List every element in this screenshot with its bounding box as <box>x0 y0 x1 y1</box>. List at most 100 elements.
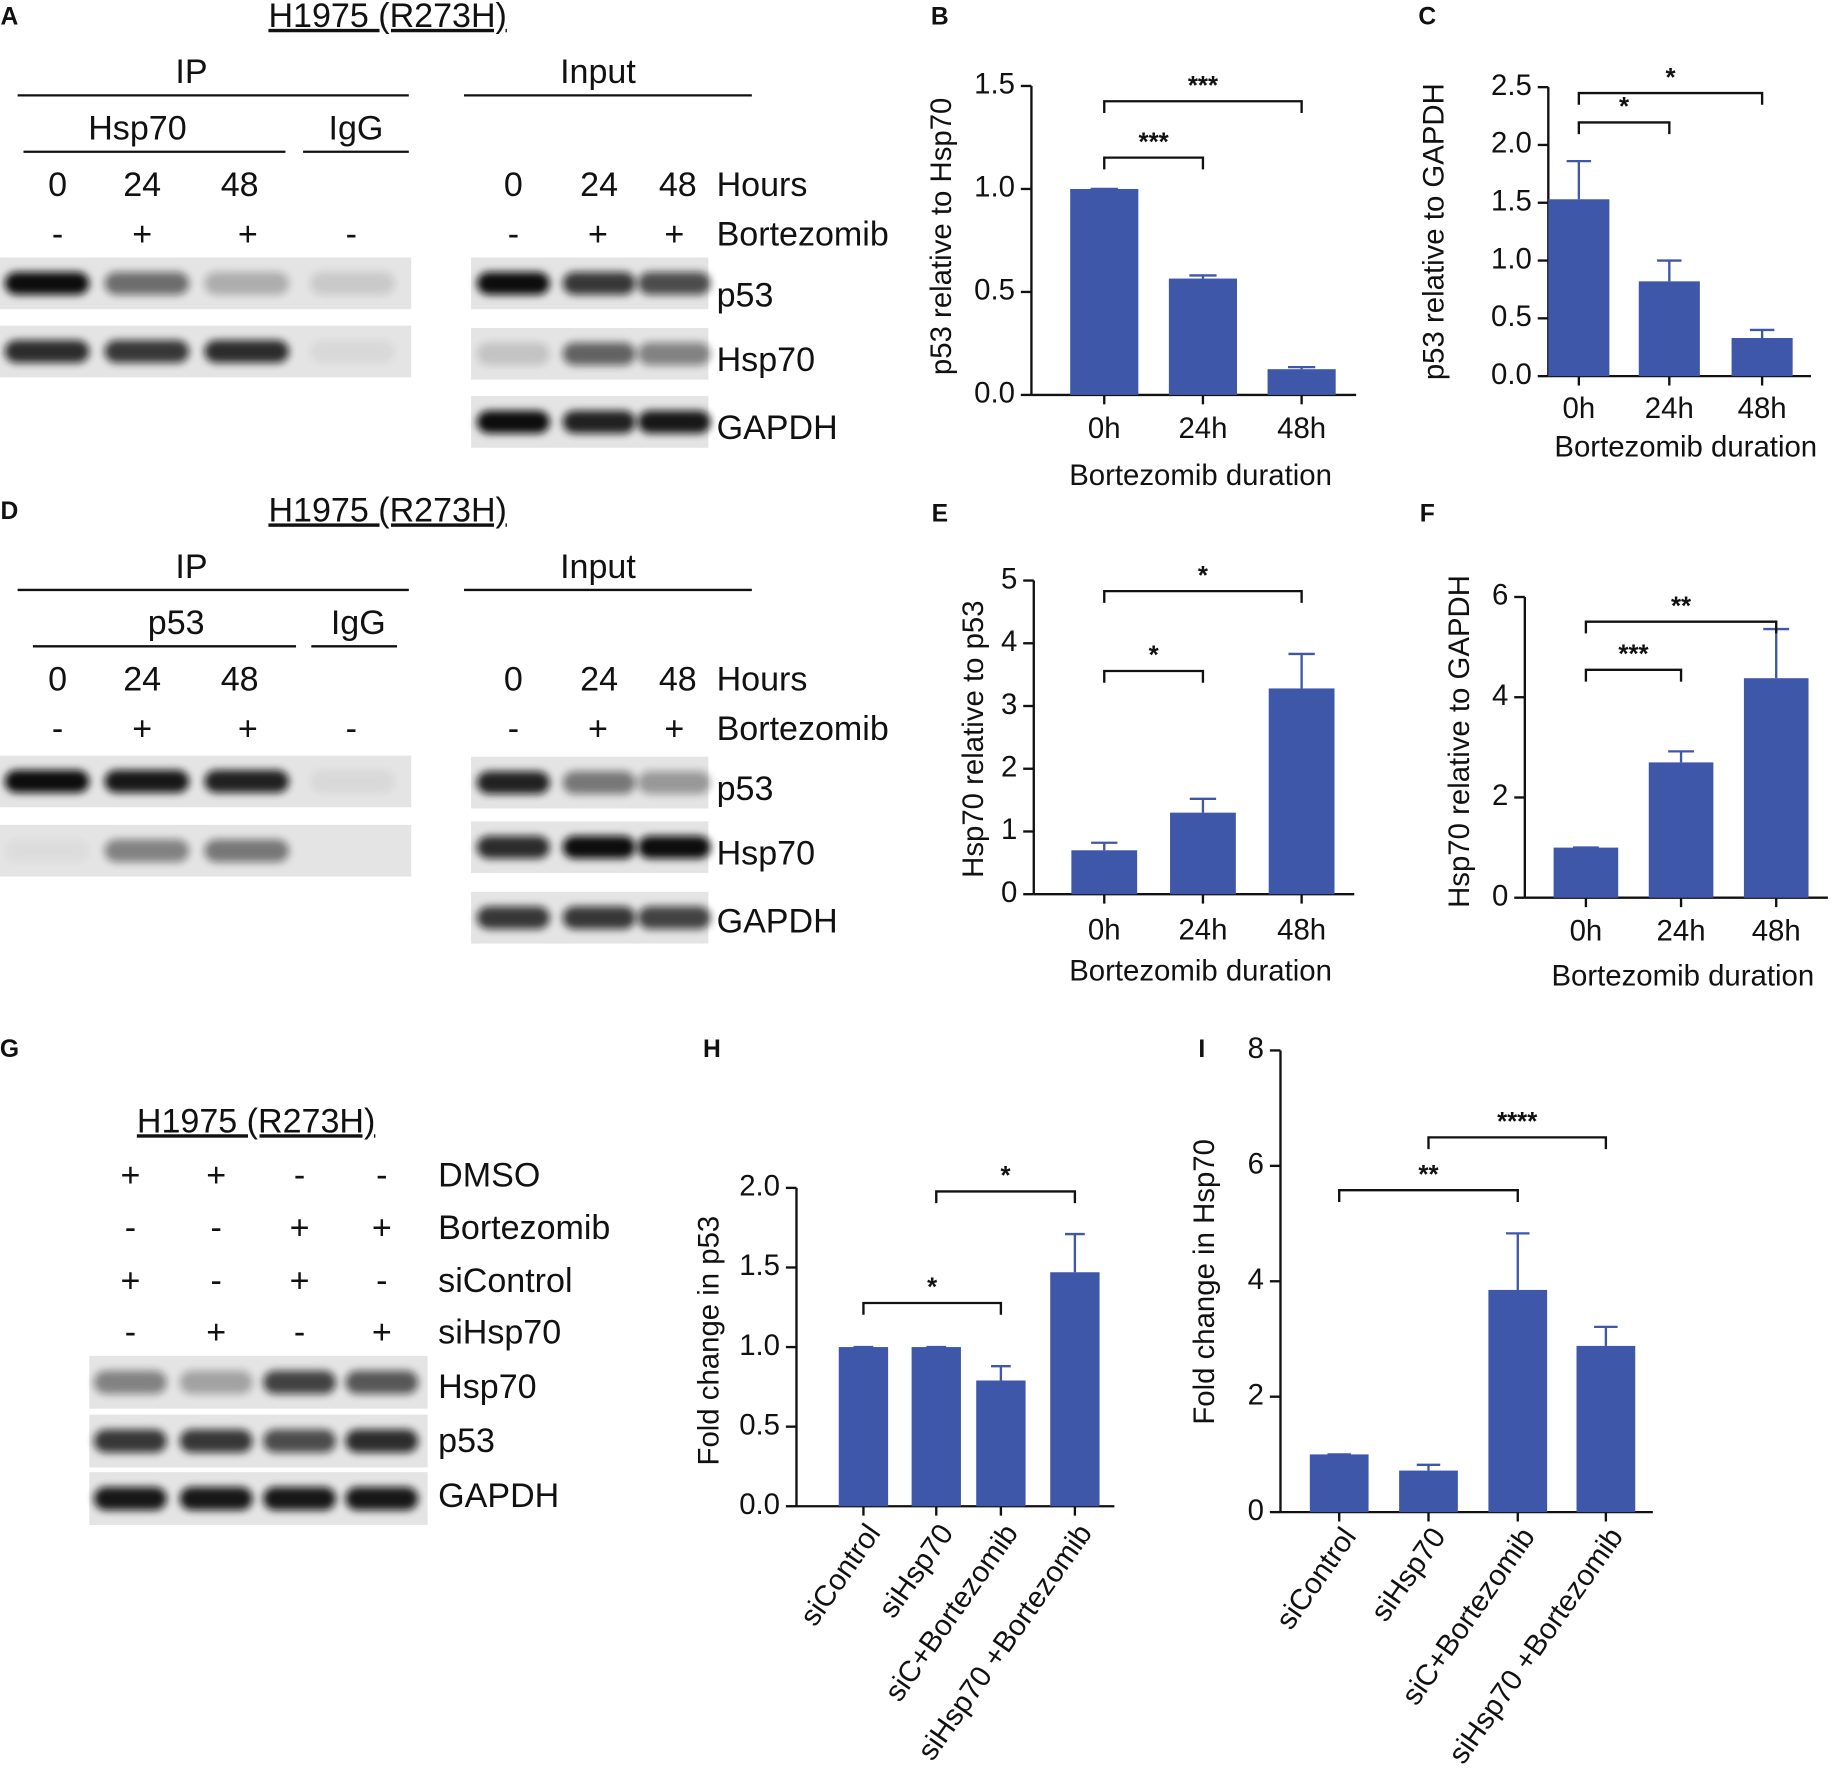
blot-band <box>179 1370 253 1394</box>
bar <box>911 1347 961 1507</box>
panel-letter: C <box>1418 3 1436 30</box>
blot-band <box>310 271 395 295</box>
x-tick-label: siControl <box>1270 1522 1363 1636</box>
error-bar <box>1189 274 1217 279</box>
y-axis-title: Hsp70 relative to p53 <box>957 600 990 877</box>
significance-bracket <box>1584 668 1683 682</box>
blot-band <box>562 771 636 794</box>
protein-label: Hsp70 <box>717 341 815 379</box>
significance-label: * <box>927 1274 938 1302</box>
error-bar <box>991 1364 1011 1381</box>
treatment-sign: + <box>588 710 608 748</box>
y-tick-label: 0.0 <box>739 1488 780 1521</box>
treatment-label: Bortezomib <box>717 710 889 748</box>
bar <box>1638 281 1700 377</box>
y-tick-label: 2 <box>1001 750 1017 783</box>
significance-bracket <box>1584 620 1778 634</box>
blot-band <box>562 835 636 859</box>
x-axis-title: Bortezomib duration <box>1069 459 1332 492</box>
y-tick-label: 3 <box>1001 688 1017 721</box>
blot-band <box>562 271 636 295</box>
y-axis-title: p53 relative to GAPDH <box>1417 83 1450 380</box>
y-tick-label: 0 <box>1492 879 1508 912</box>
panel-letter: E <box>932 500 948 527</box>
significance-label: * <box>1665 64 1676 92</box>
condition-label: siHsp70 <box>438 1314 561 1352</box>
panel-letter: H <box>703 1036 721 1063</box>
blot-band <box>345 1429 419 1453</box>
protein-label: GAPDH <box>717 903 838 941</box>
ip-antibody: p53 <box>148 604 205 642</box>
significance-label: *** <box>1139 128 1170 156</box>
significance-bracket <box>1103 669 1205 683</box>
blot-band <box>345 1486 419 1511</box>
protein-label: Hsp70 <box>438 1368 536 1406</box>
blot-band <box>179 1486 253 1511</box>
treatment-sign: - <box>294 1156 305 1194</box>
blot-band <box>93 1486 167 1511</box>
x-tick-label: 48h <box>1752 915 1801 948</box>
y-tick-label: 1.0 <box>974 171 1015 204</box>
treatment-sign: - <box>294 1314 305 1352</box>
blot-band <box>562 410 636 434</box>
ip-control: IgG <box>329 110 384 148</box>
ip-control: IgG <box>331 604 386 642</box>
blot-band <box>204 839 289 863</box>
treatment-sign: + <box>238 710 258 748</box>
condition-label: siControl <box>438 1262 572 1300</box>
protein-label: p53 <box>438 1422 495 1460</box>
significance-label: *** <box>1618 641 1649 669</box>
blot-band <box>93 1429 167 1453</box>
y-tick-label: 5 <box>1001 562 1017 595</box>
blot-band <box>637 771 711 794</box>
error-bar <box>1065 1232 1085 1273</box>
treatment-sign: - <box>508 215 519 253</box>
y-tick-label: 1.0 <box>1491 242 1532 275</box>
blot-band <box>204 271 289 295</box>
treatment-sign: + <box>132 215 152 253</box>
treatment-sign: - <box>52 215 63 253</box>
error-bar <box>1287 365 1316 370</box>
significance-bracket <box>1577 91 1764 105</box>
treatment-label: Bortezomib <box>717 215 889 253</box>
blot-band <box>562 342 636 366</box>
y-tick-label: 6 <box>1248 1148 1264 1181</box>
y-tick-label: 0.5 <box>1491 300 1532 333</box>
x-axis-title: Bortezomib duration <box>1551 959 1814 992</box>
significance-bracket <box>1577 121 1671 135</box>
error-bar <box>1594 1325 1618 1346</box>
panel-letter: I <box>1198 1036 1205 1063</box>
error-bar <box>1668 750 1694 763</box>
input-label: Input <box>560 548 636 586</box>
lane-time: 0 <box>48 166 67 204</box>
y-tick-label: 0 <box>1248 1494 1264 1527</box>
y-tick-label: 1.5 <box>1491 184 1532 217</box>
blot-band <box>637 835 711 859</box>
significance-label: *** <box>1188 72 1219 100</box>
bar <box>1553 847 1619 898</box>
bar <box>838 1347 889 1507</box>
significance-bracket <box>1427 1136 1608 1150</box>
y-tick-label: 0.5 <box>739 1408 780 1441</box>
blot-band <box>476 771 550 794</box>
x-tick-label: 24h <box>1178 412 1227 445</box>
lane-time: 48 <box>659 661 697 699</box>
treatment-sign: + <box>372 1209 392 1247</box>
x-tick-label: 48h <box>1738 392 1787 425</box>
blot-band <box>204 340 289 363</box>
blot-band <box>476 906 550 930</box>
y-tick-label: 0.0 <box>974 377 1015 410</box>
treatment-sign: + <box>290 1209 310 1247</box>
x-tick-label: 0h <box>1088 412 1121 445</box>
x-tick-label: 0h <box>1088 914 1121 947</box>
treatment-sign: + <box>290 1262 310 1300</box>
x-tick-label: siHsp70 +Bortezomib <box>1442 1522 1630 1770</box>
treatment-sign: - <box>346 215 357 253</box>
error-bar <box>1091 841 1118 851</box>
error-bar <box>1189 797 1217 813</box>
blot-title: H1975 (R273H) <box>268 491 506 529</box>
lane-time: 0 <box>504 661 523 699</box>
panel-letter: A <box>0 3 18 30</box>
bar <box>1731 337 1793 377</box>
blot-band <box>637 410 711 434</box>
